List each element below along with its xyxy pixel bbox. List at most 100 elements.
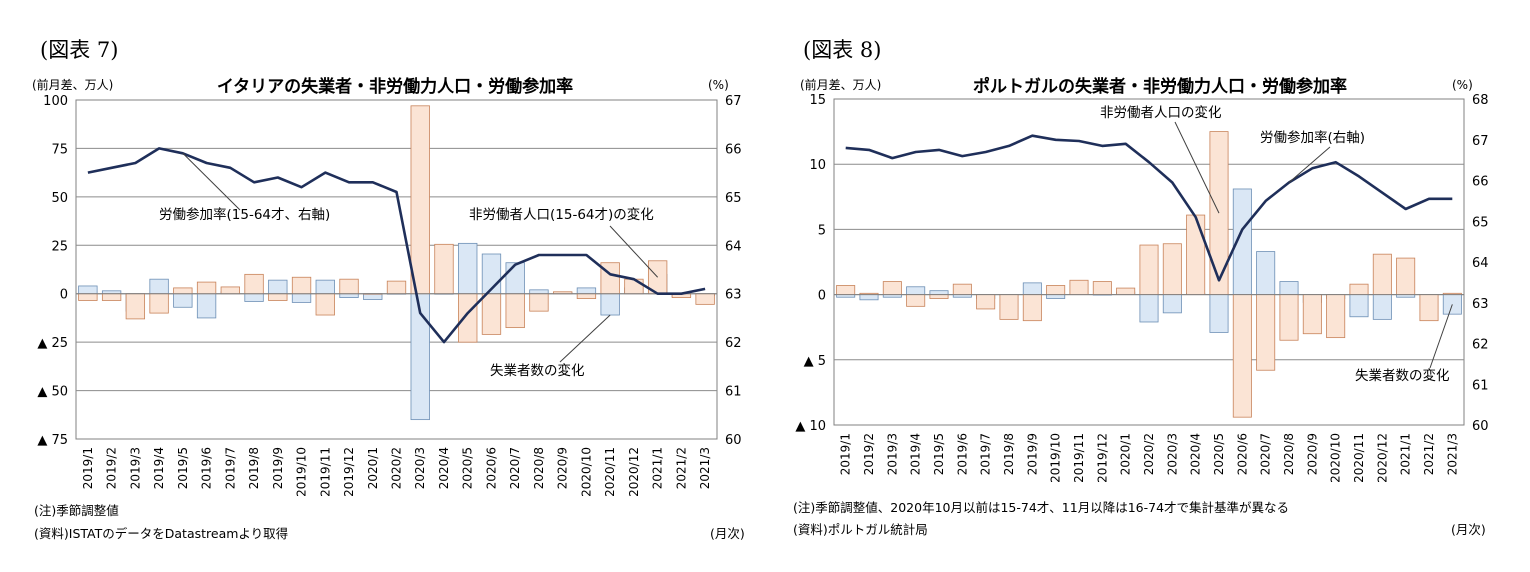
x-tick-label: 2019/3 — [128, 447, 142, 489]
chart-italy: イタリアの失業者・非労働力人口・労働参加率 (前月差、万人) (%) 100 75 50 2… — [32, 76, 742, 497]
annotation-leader — [559, 314, 611, 363]
bar-inactive — [1162, 243, 1182, 296]
annotation-label: 労働参加率(右軸) — [1260, 129, 1365, 146]
x-tick-label: 2020/8 — [532, 447, 546, 489]
x-tick-label: 2019/10 — [295, 447, 309, 497]
left-tick-label: 10 — [809, 158, 826, 173]
x-tick-label: 2019/2 — [105, 447, 119, 489]
bar-inactive — [906, 294, 926, 307]
right-tick-label: 60 — [1472, 419, 1489, 434]
bar-unemployed — [1372, 294, 1392, 320]
left-tick-label: ▲ 25 — [37, 336, 68, 351]
x-tick-label: 2019/4 — [909, 433, 923, 475]
annotation-leader — [609, 225, 659, 278]
right-tick-label: 64 — [1472, 256, 1489, 271]
bar-inactive — [196, 281, 217, 295]
chart-portugal: ポルトガルの失業者・非労働力人口・労働参加率 (前月差、万人) (%) 15 10 5 0 ▲… — [795, 76, 1489, 483]
x-tick-label: 2021/3 — [1445, 433, 1459, 475]
left-tick-label: ▲ 10 — [795, 419, 826, 434]
bar-unemployed — [1046, 294, 1066, 299]
left-tick-label: 50 — [51, 191, 68, 206]
bar-inactive — [78, 293, 98, 301]
line-participation — [845, 134, 1453, 282]
bar-inactive — [315, 293, 335, 316]
right-tick-label: 65 — [1472, 215, 1489, 230]
bar-inactive — [268, 293, 288, 301]
bar-unemployed — [1442, 294, 1462, 315]
right-axis-label: (%) — [708, 78, 729, 92]
x-tick-label: 2019/3 — [885, 433, 899, 475]
bar-inactive — [434, 243, 454, 295]
bar-unemployed — [600, 293, 620, 316]
x-tick-label: 2020/2 — [1142, 433, 1156, 475]
bar-inactive — [999, 294, 1019, 320]
annotation-leader — [1429, 304, 1453, 369]
left-tick-label: 0 — [60, 288, 68, 303]
left-tick-label: 0 — [818, 289, 826, 304]
left-tick-label: 5 — [818, 223, 826, 238]
x-tick-label: 2020/1 — [1119, 433, 1133, 475]
right-tick-label: 62 — [725, 336, 742, 351]
x-tick-label: 2020/9 — [1305, 433, 1319, 475]
bar-inactive — [929, 294, 949, 299]
plot-frame — [833, 98, 1465, 426]
x-tick-label: 2019/6 — [200, 447, 214, 489]
bar-inactive — [101, 293, 122, 301]
bar-unemployed — [149, 278, 169, 295]
x-tick-label: 2019/5 — [932, 433, 946, 475]
x-tick-label: 2020/7 — [508, 447, 522, 489]
x-tick-label: 2019/10 — [1049, 433, 1063, 483]
x-tick-label: 2021/2 — [1422, 433, 1436, 475]
note-source: (資料)ポルトガル統計局 — [793, 522, 928, 537]
bar-inactive — [1186, 214, 1206, 295]
x-tick-label: 2019/2 — [862, 433, 876, 475]
bar-inactive — [1372, 253, 1392, 295]
right-tick-label: 67 — [1472, 134, 1489, 149]
x-tick-label: 2020/12 — [1375, 433, 1389, 483]
x-tick-label: 2020/11 — [1352, 433, 1366, 483]
chart-title: ポルトガルの失業者・非労働力人口・労働参加率 — [973, 76, 1347, 97]
bar-inactive — [458, 293, 478, 343]
bar-unemployed — [929, 290, 949, 295]
x-tick-label: 2019/12 — [1095, 433, 1109, 483]
bar-inactive — [576, 293, 597, 299]
left-tick-label: ▲ 50 — [37, 385, 68, 400]
bar-unemployed — [78, 285, 98, 295]
bar-inactive — [1116, 287, 1136, 295]
x-tick-label: 2020/5 — [1212, 433, 1226, 475]
x-tick-label: 2020/4 — [1189, 433, 1203, 475]
x-tick-label: 2019/4 — [152, 447, 166, 489]
x-tick-label: 2019/5 — [176, 447, 190, 489]
chart-panel-portugal: (図表 8) ポルトガルの失業者・非労働力人口・労働参加率 (前月差、万人) (%)… — [765, 0, 1530, 572]
left-axis-label: (前月差、万人) — [800, 77, 881, 92]
bar-unemployed — [505, 262, 525, 295]
note-frequency: (月次) — [1451, 522, 1486, 537]
bar-unemployed — [1256, 251, 1276, 295]
bar-unemployed — [291, 293, 312, 303]
figure-label: (図表 7) — [40, 38, 119, 62]
right-tick-label: 66 — [725, 142, 742, 157]
x-tick-label: 2020/2 — [390, 447, 404, 489]
bar-inactive — [386, 280, 407, 295]
x-tick-label: 2020/12 — [627, 447, 641, 497]
note-frequency: (月次) — [710, 526, 745, 541]
right-tick-label: 67 — [725, 94, 742, 109]
bar-inactive — [291, 276, 312, 295]
bar-inactive — [1349, 283, 1369, 295]
annotation-label: 労働参加率(15-64才、右軸) — [159, 206, 330, 223]
bar-inactive — [173, 287, 193, 295]
chart-title: イタリアの失業者・非労働力人口・労働参加率 — [217, 76, 573, 97]
x-tick-label: 2021/3 — [698, 447, 712, 489]
x-tick-label: 2020/10 — [1329, 433, 1343, 483]
bar-unemployed — [1022, 282, 1042, 296]
left-tick-label: 15 — [809, 93, 826, 108]
x-tick-label: 2019/7 — [979, 433, 993, 475]
bar-unemployed — [859, 294, 879, 301]
figure-label: (図表 8) — [803, 38, 882, 62]
bar-inactive — [1022, 294, 1042, 322]
bar-inactive — [976, 294, 996, 310]
x-tick-label: 2021/1 — [1399, 433, 1413, 475]
bar-unemployed — [576, 287, 597, 295]
annotation-label: 非労働者人口(15-64才)の変化 — [469, 206, 654, 223]
bar-inactive — [1326, 294, 1346, 339]
